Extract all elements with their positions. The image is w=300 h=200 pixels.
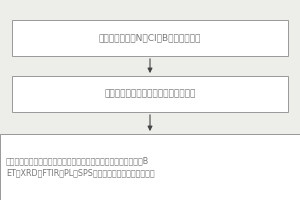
FancyBboxPatch shape: [12, 76, 288, 112]
Text: 制备碳量子点及N、Cl和B掺杂碳量子点: 制备碳量子点及N、Cl和B掺杂碳量子点: [99, 33, 201, 43]
Text: 掺杂碳量子点改性钒酸铋复合材料的结构特性和光催化性能，包括B
ET、XRD、FTIR、PL、SPS、荧光光谱和上转换荧光测试: 掺杂碳量子点改性钒酸铋复合材料的结构特性和光催化性能，包括B ET、XRD、FT…: [6, 156, 154, 178]
FancyBboxPatch shape: [12, 20, 288, 56]
FancyBboxPatch shape: [0, 134, 300, 200]
Text: 制备掺杂碳量子点改性钒酸铋复合材料: 制备掺杂碳量子点改性钒酸铋复合材料: [104, 90, 196, 98]
